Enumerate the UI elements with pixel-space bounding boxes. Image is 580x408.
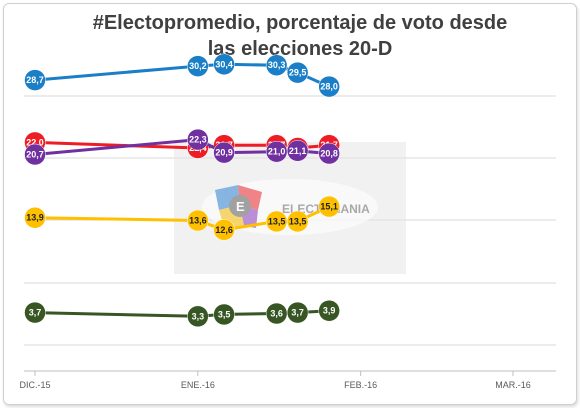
data-label: 30,2: [189, 61, 207, 71]
electomania-watermark: E ELECTOMANIA: [174, 142, 406, 274]
data-point-marker: [187, 305, 209, 328]
data-label: 30,3: [268, 60, 286, 70]
x-tick-label: DIC.-15: [19, 380, 50, 390]
data-point-marker: [286, 140, 309, 162]
data-label: 28,0: [320, 82, 338, 92]
data-point-marker: [24, 69, 46, 91]
data-label: 29,5: [289, 68, 307, 78]
chart-title-line-2: las elecciones 20-D: [207, 38, 393, 60]
chart-title: #Electopromedio, porcentaje de voto desd…: [70, 10, 530, 62]
data-label: 13,9: [26, 213, 44, 223]
data-point-marker: [213, 53, 235, 76]
data-point-marker: [187, 209, 209, 232]
data-label: 22,0: [26, 137, 44, 147]
data-label: 28,7: [26, 75, 44, 85]
series-3: 13,9 13,6 12,6 13,5 13,5 15,1: [24, 195, 340, 241]
data-point-marker: [187, 55, 209, 77]
series-2: 20,7 22,3 20,9 21,0 21,1 20,8: [24, 128, 340, 166]
x-tick-label: ENE.-16: [181, 380, 215, 390]
data-point-marker: [318, 195, 340, 218]
data-point-marker: [187, 128, 209, 151]
series-layer: 28,730,230,430,329,528,022,021,421,721,7…: [24, 53, 340, 328]
data-label: 3,7: [29, 308, 42, 318]
data-point-marker: [286, 210, 309, 233]
data-label: 20,7: [26, 149, 44, 159]
data-label: 21,0: [268, 147, 286, 157]
series-0: 28,7 30,2 30,4 30,329,5 28,0: [24, 53, 340, 98]
data-point-marker: [24, 143, 46, 166]
data-label: 20,8: [320, 149, 338, 159]
data-point-marker: [286, 301, 309, 324]
series-4: 3,7 3,3 3,5 3,6 3,7 3,9: [24, 299, 340, 328]
data-point-marker: [24, 206, 46, 229]
x-tick-label: MAR.-16: [495, 380, 531, 390]
data-label: 3,7: [291, 308, 304, 318]
data-label: 3,9: [323, 306, 336, 316]
data-label: 3,5: [218, 309, 231, 319]
data-label: 3,3: [192, 311, 205, 321]
data-label: 22,3: [189, 135, 207, 145]
x-tick-label: FEB.-16: [344, 380, 377, 390]
data-point-marker: [213, 141, 235, 164]
data-label: 12,6: [215, 225, 233, 235]
chart-title-line-1: #Electopromedio, porcentaje de voto desd…: [92, 12, 508, 34]
data-label: 21,1: [289, 146, 307, 156]
data-label: 13,5: [268, 216, 286, 226]
data-label: 13,5: [289, 216, 307, 226]
data-point-marker: [318, 75, 340, 98]
x-axis: DIC.-15 ENE.-16 FEB.-16 MAR.-16: [19, 370, 556, 390]
data-point-marker: [213, 219, 235, 241]
data-label: 3,6: [270, 309, 283, 319]
data-point-marker: [318, 142, 340, 165]
data-point-marker: [286, 61, 309, 84]
data-label: 13,6: [189, 216, 207, 226]
svg-text:E: E: [236, 199, 245, 214]
data-label: 20,9: [215, 148, 233, 158]
data-point-marker: [265, 54, 288, 76]
data-label: 30,4: [215, 59, 233, 69]
data-point-marker: [24, 301, 46, 324]
data-point-marker: [213, 303, 235, 326]
data-point-marker: [318, 299, 340, 322]
data-label: 15,1: [320, 202, 338, 212]
